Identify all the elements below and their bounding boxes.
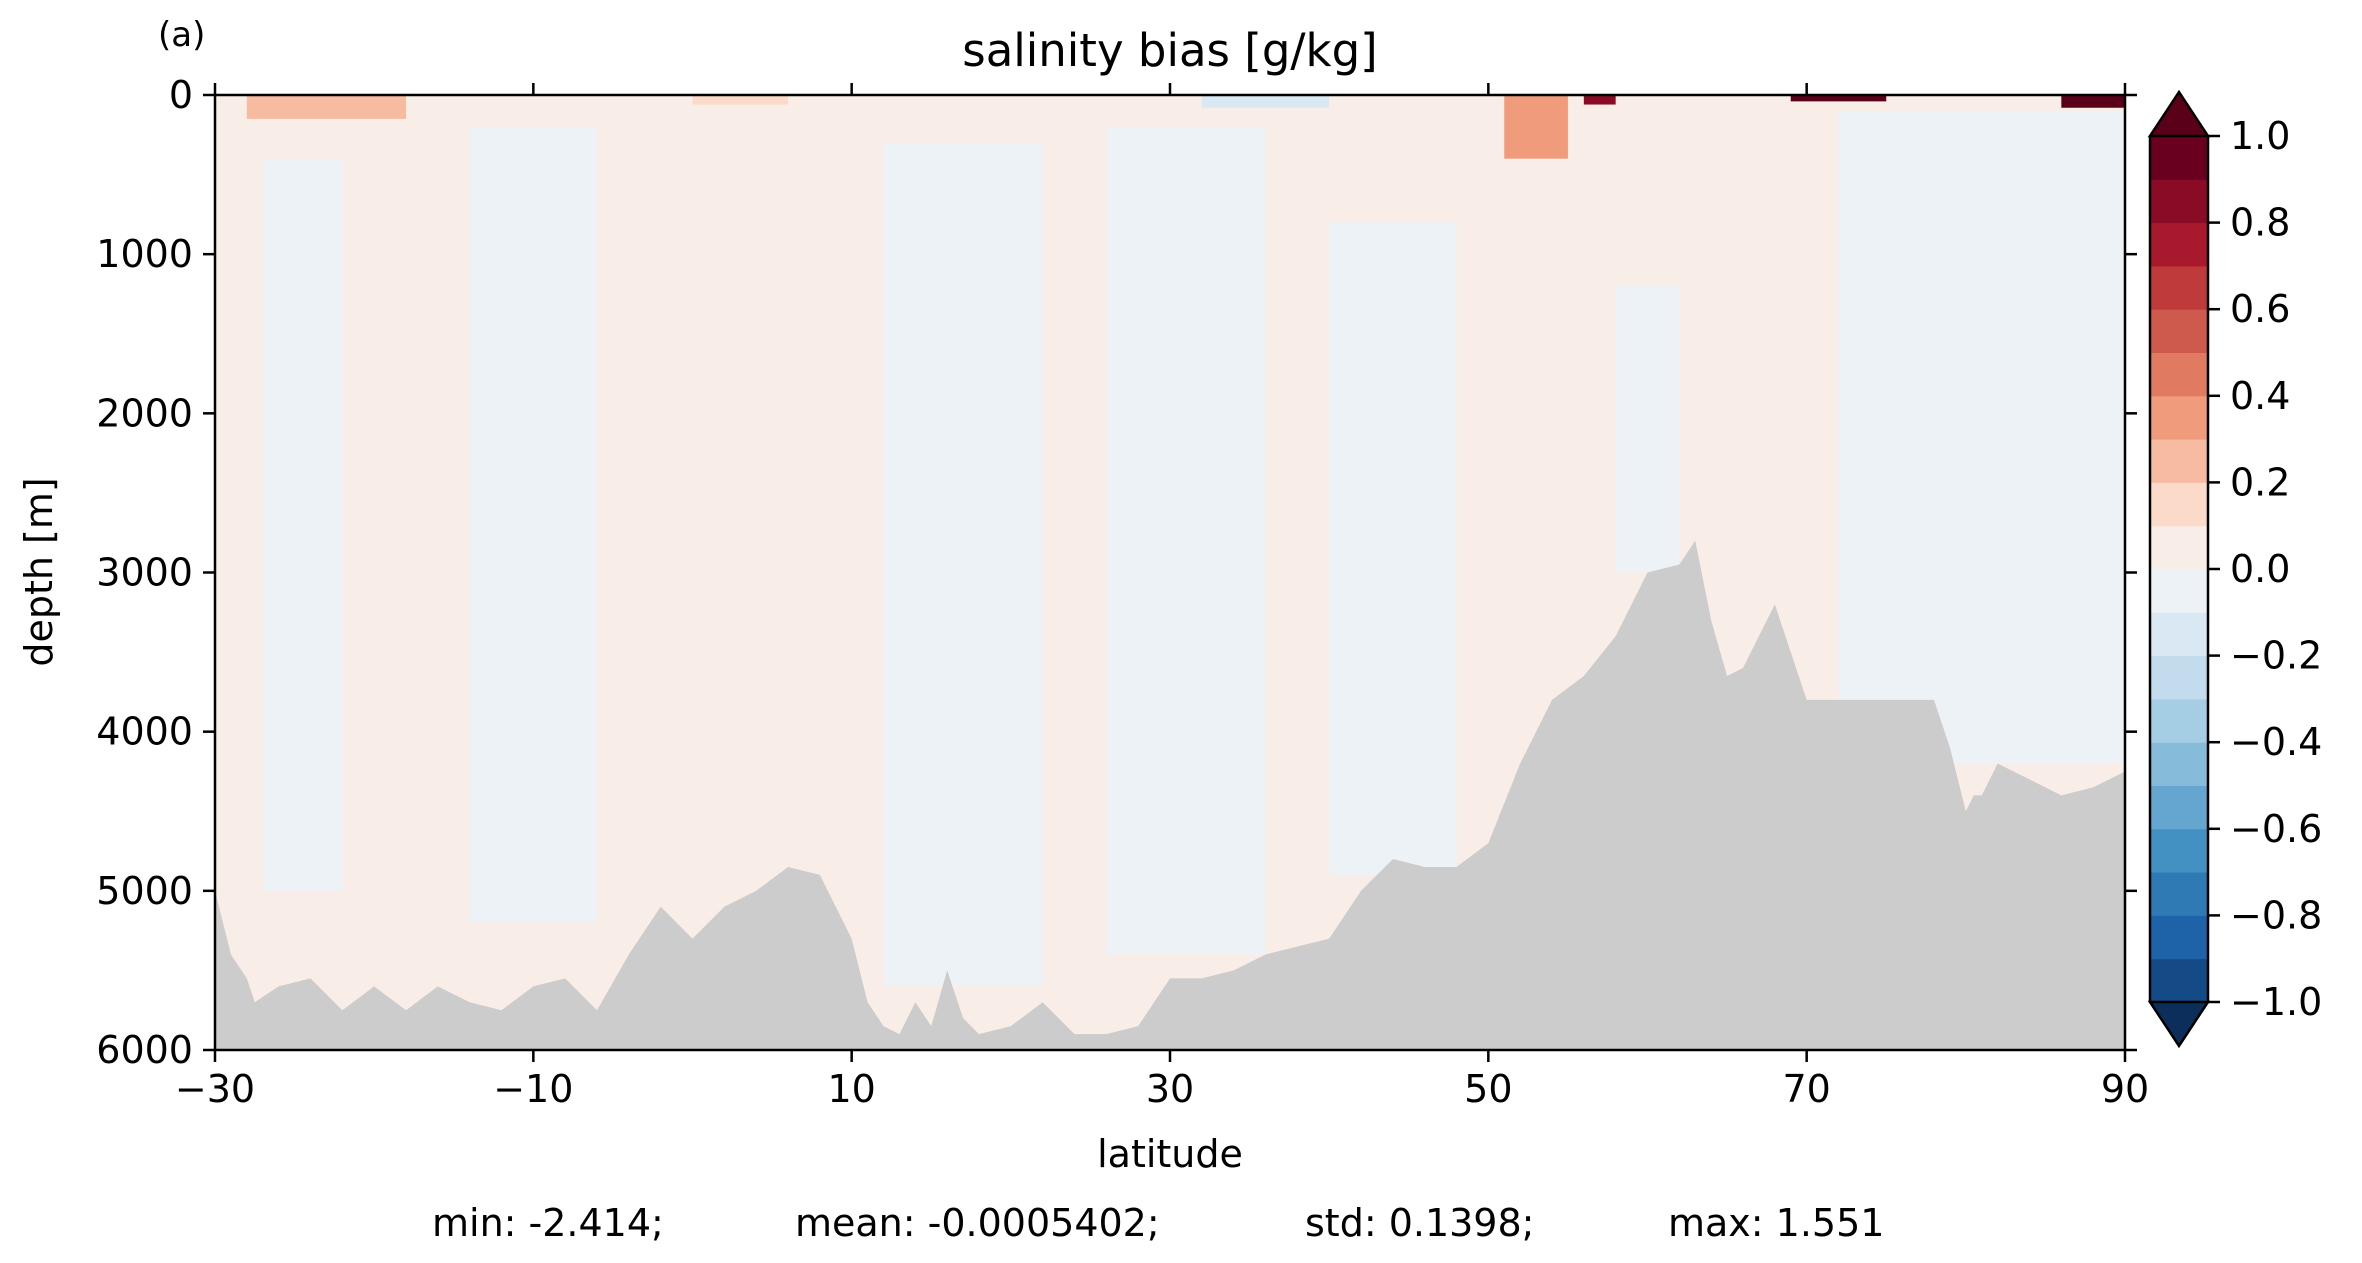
field-patch-14: [1201, 95, 1330, 108]
stat-min: min: -2.414;: [432, 1201, 664, 1245]
colorbar-tick-label: 0.4: [2230, 374, 2290, 418]
colorbar-tick-label: 0.0: [2230, 547, 2290, 591]
x-tick-label: 30: [1146, 1067, 1194, 1111]
salinity-field: [215, 95, 2125, 1050]
stat-max: max: 1.551: [1668, 1201, 1884, 1245]
colorbar-segment: [2150, 352, 2208, 397]
colorbar-segment: [2150, 179, 2208, 224]
field-patch-13: [2061, 95, 2125, 108]
x-tick-label: −10: [493, 1067, 573, 1111]
colorbar-segment: [2150, 872, 2208, 916]
stats-line: min: -2.414; mean: -0.0005402; std: 0.13…: [432, 1201, 1884, 1245]
field-patch-7: [1838, 110, 2125, 764]
colorbar-segment: [2150, 655, 2208, 700]
y-tick-label: 0: [169, 73, 193, 117]
seafloor-mask: [215, 540, 2125, 1050]
colorbar-segment: [2150, 525, 2208, 570]
y-tick-label: 5000: [96, 869, 193, 913]
colorbar-tick-label: −0.8: [2230, 893, 2322, 937]
colorbar-segment: [2150, 265, 2208, 310]
colorbar-tick-label: −0.6: [2230, 807, 2322, 851]
colorbar-segment: [2150, 785, 2208, 830]
colorbar-tick-label: 0.2: [2230, 460, 2290, 504]
colorbar-extend-min: [2147, 1000, 2211, 1049]
y-tick-label: 1000: [96, 232, 193, 276]
x-tick-label: −30: [175, 1067, 255, 1111]
x-axis-label: latitude: [1097, 1132, 1243, 1176]
field-patch-5: [1329, 222, 1457, 875]
field-patch-10: [1504, 95, 1568, 159]
x-tick-label: 70: [1782, 1067, 1830, 1111]
field-patch-12: [1790, 95, 1887, 102]
x-tick-label: 10: [827, 1067, 875, 1111]
seafloor-land-mask: [215, 540, 2125, 1050]
y-tick-label: 4000: [96, 710, 193, 754]
colorbar-tick-label: 0.6: [2230, 287, 2290, 331]
colorbar-segment: [2150, 958, 2208, 1003]
colorbar-segment: [2150, 612, 2208, 657]
panel-label: (a): [158, 15, 205, 55]
colorbar-segment: [2150, 828, 2208, 873]
colorbar-segment: [2150, 136, 2208, 180]
colorbar-extend-max: [2147, 89, 2211, 138]
colorbar-segment: [2150, 915, 2208, 960]
field-patch-4: [1106, 126, 1266, 955]
colorbar-tick-label: −1.0: [2230, 980, 2322, 1024]
field-patch-2: [469, 126, 597, 923]
x-tick-label: 90: [2101, 1067, 2149, 1111]
chart-title: salinity bias [g/kg]: [962, 24, 1377, 77]
field-patch-1: [262, 158, 343, 891]
colorbar: −1.0 −0.8 −0.6 −0.4 −0.2 0.0 0.2 0.4 0.6 0.8 1.0: [2147, 89, 2322, 1049]
field-patch-6: [1615, 286, 1680, 573]
field-patch-11: [1583, 95, 1616, 105]
stat-std: std: 0.1398;: [1305, 1201, 1534, 1245]
colorbar-segment: [2150, 742, 2208, 786]
stat-mean: mean: -0.0005402;: [795, 1201, 1160, 1245]
colorbar-segment: [2150, 569, 2208, 613]
field-patch-9: [692, 95, 788, 105]
colorbar-segment: [2150, 439, 2208, 483]
y-tick-label: 2000: [96, 391, 193, 435]
colorbar-segment: [2150, 698, 2208, 743]
colorbar-tick-label: 0.8: [2230, 201, 2290, 245]
colorbar-tick-label: 1.0: [2230, 114, 2290, 158]
colorbar-segment: [2150, 222, 2208, 267]
colorbar-segment: [2150, 395, 2208, 440]
y-axis: 0 1000 2000 3000 4000 5000 6000: [96, 73, 2137, 1072]
field-patch-3: [883, 142, 1043, 987]
field-patch-8: [246, 95, 406, 119]
plot-area: [213, 93, 2127, 1052]
colorbar-segment: [2150, 309, 2208, 353]
y-tick-label: 6000: [96, 1028, 193, 1072]
colorbar-segment: [2150, 482, 2208, 527]
x-tick-label: 50: [1464, 1067, 1512, 1111]
y-axis-label: depth [m]: [17, 477, 61, 666]
y-tick-label: 3000: [96, 551, 193, 595]
x-axis: −30 −10 10 30 50 70 90: [175, 83, 2149, 1111]
colorbar-tick-label: −0.4: [2230, 720, 2322, 764]
colorbar-tick-label: −0.2: [2230, 634, 2322, 678]
